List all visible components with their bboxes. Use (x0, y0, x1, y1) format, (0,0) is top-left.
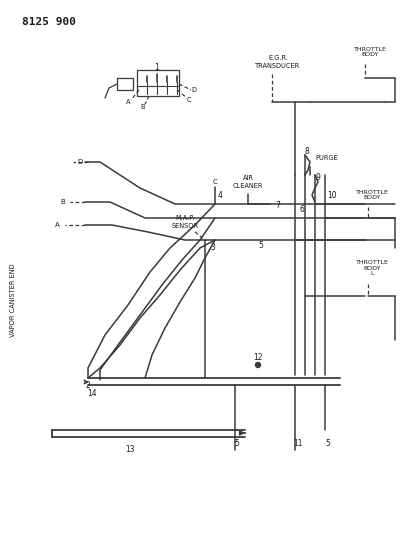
Text: 3: 3 (210, 243, 215, 252)
Text: C: C (186, 97, 191, 103)
Text: 4: 4 (217, 191, 222, 200)
Bar (137, 70, 179, 96)
Text: 5: 5 (234, 439, 239, 448)
Text: A: A (55, 222, 60, 228)
Text: THROTTLE
BODY: THROTTLE BODY (353, 46, 386, 58)
Text: 8125 900: 8125 900 (22, 17, 76, 27)
Text: 6: 6 (299, 206, 304, 214)
Text: 14: 14 (87, 389, 97, 398)
Circle shape (255, 362, 260, 367)
Text: D: D (191, 87, 196, 93)
Text: VAPOR CANISTER END: VAPOR CANISTER END (10, 263, 16, 337)
Text: C: C (212, 179, 217, 185)
Text: M.A.P.
SENSOR: M.A.P. SENSOR (171, 215, 198, 229)
Text: 2: 2 (85, 381, 90, 390)
Text: 12: 12 (253, 353, 262, 362)
Bar (117, 78, 133, 90)
Text: B: B (140, 104, 145, 110)
Text: E.G.R.
TRANSDUCER: E.G.R. TRANSDUCER (255, 55, 300, 69)
Text: 13: 13 (125, 446, 135, 455)
Text: 11: 11 (292, 439, 302, 448)
Text: 7: 7 (275, 200, 280, 209)
Text: 1: 1 (154, 63, 159, 72)
Text: THROTTLE
BODY
L: THROTTLE BODY L (355, 260, 387, 276)
Text: THROTTLE
BODY: THROTTLE BODY (355, 190, 387, 200)
Text: 5: 5 (257, 241, 262, 251)
Text: 9: 9 (315, 174, 320, 182)
Text: 10: 10 (326, 191, 336, 200)
Text: A: A (126, 99, 130, 105)
Text: AIR
CLEANER: AIR CLEANER (232, 175, 263, 189)
Text: 8: 8 (304, 148, 309, 157)
Text: PURGE: PURGE (314, 155, 337, 161)
Text: 5: 5 (325, 439, 330, 448)
Text: D: D (78, 159, 83, 165)
Text: B: B (60, 199, 65, 205)
